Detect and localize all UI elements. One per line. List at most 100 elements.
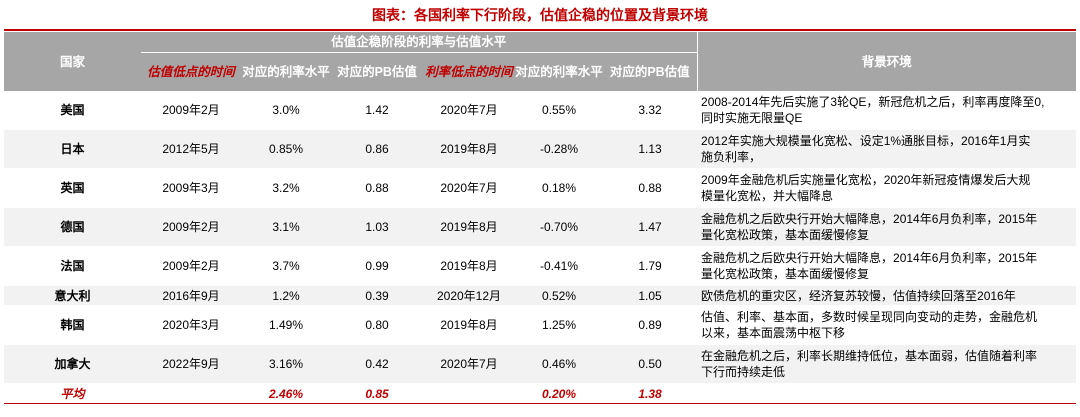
rate-2-cell: -0.41%: [515, 246, 603, 286]
average-rate-1: 2.46%: [241, 383, 331, 404]
background-line: 估值、利率、基本面，多数时候呈现同向变动的走势，金融危机: [701, 310, 1038, 324]
rate-1-cell: 1.49%: [241, 305, 331, 345]
background-cell: 估值、利率、基本面，多数时候呈现同向变动的走势，金融危机 以来，基本面震荡中枢下移: [697, 305, 1077, 345]
table-row: 法国 2009年2月 3.7% 0.99 2019年8月 -0.41% 1.79…: [4, 246, 1077, 286]
header-rate-2: 对应的利率水平: [515, 52, 603, 91]
pb-2-cell: 3.32: [603, 91, 698, 130]
country-cell: 加拿大: [4, 344, 141, 384]
rate-2-cell: -0.28%: [515, 129, 603, 169]
rate-1-cell: 0.85%: [241, 129, 331, 169]
country-cell: 日本: [4, 129, 141, 169]
low-rate-time-cell: 2019年8月: [423, 246, 515, 286]
country-cell: 美国: [4, 91, 141, 130]
rate-2-cell: 0.46%: [515, 344, 603, 384]
average-empty-cell: [423, 383, 515, 404]
low-valuation-time-cell: 2009年2月: [141, 207, 241, 247]
rate-1-cell: 1.2%: [241, 285, 331, 306]
background-cell: 欧债危机的重灾区，经济复苏较慢，估值持续回落至2016年: [697, 285, 1077, 306]
background-line: 在金融危机之后，利率长期维持低位，基本面弱，估值随着利率: [701, 349, 1038, 363]
header-background: 背景环境: [696, 32, 1077, 91]
table-row: 英国 2009年3月 3.2% 0.88 2020年7月 0.18% 0.88 …: [4, 168, 1077, 208]
rate-1-cell: 3.1%: [241, 207, 331, 247]
average-row: 平均 2.46% 0.85 0.20% 1.38: [4, 383, 1077, 404]
low-valuation-time-cell: 2016年9月: [141, 285, 241, 306]
low-valuation-time-cell: 2012年5月: [141, 129, 241, 169]
low-rate-time-cell: 2020年12月: [423, 285, 515, 306]
rate-2-cell: 0.18%: [515, 168, 603, 208]
background-line: 欧债危机的重灾区，经济复苏较慢，估值持续回落至2016年: [701, 288, 1016, 303]
background-cell: 金融危机之后欧央行开始大幅降息，2014年6月负利率，2015年 量化宽松政策，基…: [697, 246, 1077, 286]
pb-1-cell: 0.88: [331, 168, 423, 208]
background-cell: 2009年金融危机后实施量化宽松，2020年新冠疫情爆发后大规 模量化宽松，并大幅…: [697, 168, 1077, 208]
low-rate-time-cell: 2020年7月: [423, 91, 515, 130]
background-cell: 2008-2014年先后实施了3轮QE，新冠危机之后，利率再度降至0, 同时实施无…: [697, 91, 1077, 130]
low-valuation-time-cell: 2022年9月: [141, 344, 241, 384]
low-valuation-time-cell: 2009年2月: [141, 246, 241, 286]
low-valuation-time-cell: 2020年3月: [141, 305, 241, 345]
average-rate-2: 0.20%: [515, 383, 603, 404]
background-line: 量化宽松政策，基本面缓慢修复: [701, 267, 870, 281]
header-country: 国家: [4, 32, 141, 91]
country-cell: 英国: [4, 168, 141, 208]
header-rate-1: 对应的利率水平: [241, 52, 331, 91]
low-rate-time-cell: 2019年8月: [423, 207, 515, 247]
background-line: 2009年金融危机后实施量化宽松，2020年新冠疫情爆发后大规: [701, 173, 1031, 187]
table-row: 美国 2009年2月 3.0% 1.42 2020年7月 0.55% 3.32 …: [4, 91, 1077, 130]
background-line: 金融危机之后欧央行开始大幅降息，2014年6月负利率，2015年: [701, 251, 1038, 265]
country-cell: 意大利: [4, 285, 141, 306]
rate-2-cell: -0.70%: [515, 207, 603, 247]
rate-2-cell: 0.55%: [515, 91, 603, 130]
pb-2-cell: 1.79: [603, 246, 698, 286]
rate-2-cell: 0.52%: [515, 285, 603, 306]
background-cell: 在金融危机之后，利率长期维持低位，基本面弱，估值随着利率 下行而持续走低: [697, 344, 1077, 384]
title-divider: [4, 29, 1076, 31]
background-line: 金融危机之后欧央行开始大幅降息，2014年6月负利率，2015年: [701, 212, 1038, 226]
background-line: 施负利率，: [701, 150, 762, 164]
pb-1-cell: 0.86: [331, 129, 423, 169]
background-line: 2008-2014年先后实施了3轮QE，新冠危机之后，利率再度降至0,: [701, 95, 1045, 109]
country-cell: 法国: [4, 246, 141, 286]
background-line: 量化宽松政策，基本面缓慢修复: [701, 228, 870, 242]
pb-1-cell: 0.39: [331, 285, 423, 306]
low-valuation-time-cell: 2009年2月: [141, 91, 241, 130]
header-low-rate-time: 利率低点的时间: [423, 52, 515, 91]
header-low-valuation-time: 估值低点的时间: [141, 52, 241, 91]
average-empty-cell: [141, 383, 241, 404]
average-empty-cell: [697, 383, 1077, 404]
low-rate-time-cell: 2020年7月: [423, 344, 515, 384]
rate-1-cell: 3.7%: [241, 246, 331, 286]
background-cell: 金融危机之后欧央行开始大幅降息，2014年6月负利率，2015年 量化宽松政策，基…: [697, 207, 1077, 247]
low-rate-time-cell: 2019年8月: [423, 305, 515, 345]
low-valuation-time-cell: 2009年3月: [141, 168, 241, 208]
average-pb-1: 0.85: [331, 383, 423, 404]
data-table: 国家 估值企稳阶段的利率与估值水平 背景环境 估值低点的时间 对应的利率水平 对…: [4, 32, 1077, 404]
rate-1-cell: 3.2%: [241, 168, 331, 208]
low-rate-time-cell: 2020年7月: [423, 168, 515, 208]
country-cell: 韩国: [4, 305, 141, 345]
background-cell: 2012年实施大规模量化宽松、设定1%通胀目标，2016年1月实 施负利率，: [697, 129, 1077, 169]
table-row: 加拿大 2022年9月 3.16% 0.42 2020年7月 0.46% 0.5…: [4, 344, 1077, 384]
table-row: 德国 2009年2月 3.1% 1.03 2019年8月 -0.70% 1.47…: [4, 207, 1077, 247]
table-row: 韩国 2020年3月 1.49% 0.80 2019年8月 1.25% 0.89…: [4, 305, 1077, 345]
average-label: 平均: [4, 383, 141, 404]
pb-2-cell: 0.88: [603, 168, 698, 208]
pb-1-cell: 0.42: [331, 344, 423, 384]
pb-2-cell: 0.89: [603, 305, 698, 345]
pb-1-cell: 0.99: [331, 246, 423, 286]
rate-2-cell: 1.25%: [515, 305, 603, 345]
header-pb-1: 对应的PB估值: [331, 52, 423, 91]
pb-2-cell: 0.50: [603, 344, 698, 384]
rate-1-cell: 3.0%: [241, 91, 331, 130]
header-group: 估值企稳阶段的利率与估值水平: [141, 32, 698, 53]
background-line: 下行而持续走低: [701, 365, 786, 379]
pb-1-cell: 1.03: [331, 207, 423, 247]
header-pb-2: 对应的PB估值: [603, 52, 698, 91]
rate-1-cell: 3.16%: [241, 344, 331, 384]
pb-1-cell: 0.80: [331, 305, 423, 345]
table-row: 日本 2012年5月 0.85% 0.86 2019年8月 -0.28% 1.1…: [4, 129, 1077, 169]
pb-2-cell: 1.05: [603, 285, 698, 306]
background-line: 模量化宽松，并大幅降息: [701, 189, 834, 203]
country-cell: 德国: [4, 207, 141, 247]
figure-title: 图表：各国利率下行阶段，估值企稳的位置及背景环境: [372, 7, 708, 23]
